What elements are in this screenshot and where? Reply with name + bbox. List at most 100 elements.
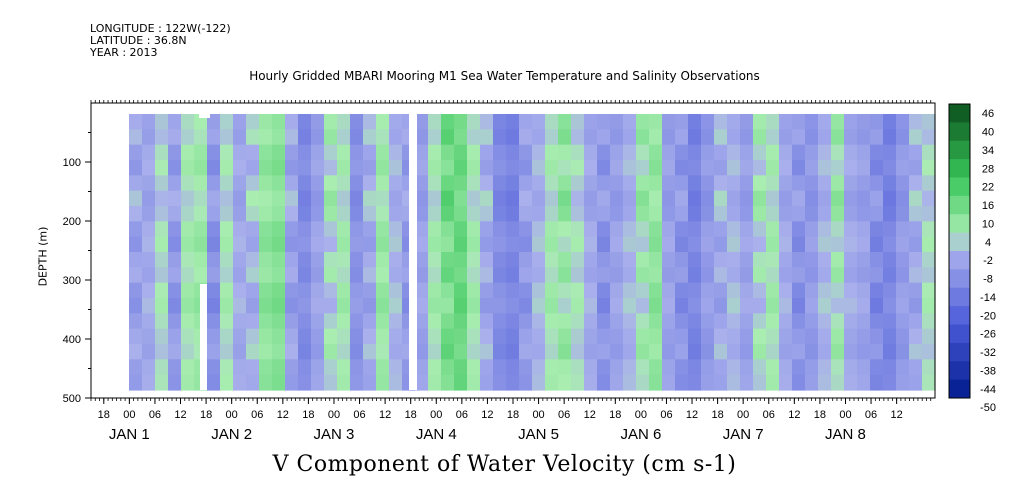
- heatmap-cell: [584, 252, 598, 268]
- heatmap-cell: [701, 328, 715, 345]
- heatmap-cell: [831, 221, 845, 238]
- heatmap-cell: [818, 282, 832, 299]
- heatmap-cell: [454, 374, 468, 391]
- heatmap-cell: [545, 282, 559, 299]
- heatmap-cell: [285, 298, 299, 314]
- heatmap-cell: [506, 267, 520, 284]
- heatmap-cell: [545, 267, 559, 284]
- heatmap-cell: [701, 298, 715, 314]
- heatmap-cell: [753, 328, 767, 345]
- heatmap-cell: [532, 206, 546, 222]
- heatmap-cell: [649, 282, 663, 299]
- heatmap-cell: [428, 160, 442, 176]
- heatmap-cell: [883, 267, 897, 284]
- heatmap-cell: [909, 236, 923, 253]
- y-tick-label: 300: [63, 275, 81, 287]
- heatmap-cell: [207, 129, 221, 146]
- heatmap-cell: [259, 129, 273, 146]
- heatmap-cell: [584, 114, 598, 130]
- heatmap-cell: [285, 175, 299, 192]
- heatmap-cell: [792, 236, 806, 253]
- heatmap-cell: [870, 267, 884, 284]
- heatmap-cell: [675, 267, 689, 284]
- heatmap-cell: [922, 344, 936, 360]
- heatmap-cell: [818, 252, 832, 268]
- heatmap-cell: [350, 160, 364, 176]
- heatmap-cell: [415, 175, 429, 192]
- colorbar-frame: [948, 103, 971, 399]
- heatmap-cell: [597, 236, 611, 253]
- heatmap-cell: [662, 374, 676, 391]
- heatmap-cell: [441, 344, 455, 360]
- colorbar-swatch: [949, 214, 970, 234]
- heatmap-cell: [142, 236, 156, 253]
- heatmap-cell: [714, 221, 728, 238]
- heatmap-cell: [558, 129, 572, 146]
- x-tick-label: 18: [711, 409, 723, 421]
- heatmap-cell: [883, 344, 897, 360]
- heatmap-cell: [207, 206, 221, 222]
- heatmap-cell: [259, 359, 273, 376]
- heatmap-cell: [844, 175, 858, 192]
- heatmap-cell: [142, 344, 156, 360]
- heatmap-cell: [558, 190, 572, 207]
- heatmap-cell: [896, 236, 910, 253]
- heatmap-cell: [805, 175, 819, 192]
- heatmap-cell: [896, 328, 910, 345]
- heatmap-cell: [181, 298, 195, 314]
- heatmap-cell: [805, 206, 819, 222]
- heatmap-cell: [636, 298, 650, 314]
- colorbar-tick-label: -38: [980, 365, 996, 377]
- heatmap-cell: [766, 236, 780, 253]
- heatmap-cell: [324, 221, 338, 238]
- heatmap-cell: [311, 160, 325, 176]
- heatmap-cell: [129, 313, 143, 330]
- heatmap-cell: [753, 313, 767, 330]
- heatmap-cell: [376, 160, 390, 176]
- heatmap-cell: [688, 129, 702, 146]
- x-tick-label: 06: [763, 409, 775, 421]
- heatmap-cell: [597, 359, 611, 376]
- heatmap-cell: [909, 313, 923, 330]
- heatmap-cell: [246, 221, 260, 238]
- heatmap-cell: [129, 144, 143, 161]
- heatmap-cell: [350, 282, 364, 299]
- heatmap-cell: [792, 298, 806, 314]
- heatmap-cell: [337, 129, 351, 146]
- heatmap-cell: [389, 129, 403, 146]
- heatmap-cell: [727, 282, 741, 299]
- heatmap-cell: [519, 313, 533, 330]
- y-axis-label: DEPTH (m): [36, 226, 50, 287]
- heatmap-cell: [246, 144, 260, 161]
- heatmap-cell: [168, 267, 182, 284]
- heatmap-cell: [285, 144, 299, 161]
- heatmap-cell: [766, 114, 780, 130]
- heatmap-cell: [662, 144, 676, 161]
- heatmap-cell: [532, 359, 546, 376]
- colorbar: 46 40 34 28 22 16 10 4 -2 -8 -14 -20 -26 -32 -38 -44 -50: [948, 103, 996, 414]
- heatmap-cell: [493, 144, 507, 161]
- heatmap-cell: [506, 175, 520, 192]
- gap-column: [409, 114, 417, 390]
- heatmap-cell: [467, 221, 481, 238]
- heatmap-cell: [636, 190, 650, 207]
- heatmap-cell: [350, 374, 364, 391]
- heatmap-cell: [636, 114, 650, 130]
- heatmap-cell: [610, 144, 624, 161]
- heatmap-cell: [844, 344, 858, 360]
- heatmap-cell: [233, 359, 247, 376]
- heatmap-cell: [415, 298, 429, 314]
- heatmap-cell: [467, 344, 481, 360]
- colorbar-tick-label: 28: [982, 163, 994, 175]
- heatmap-cell: [142, 160, 156, 176]
- heatmap-cell: [311, 114, 325, 130]
- heatmap-cell: [870, 190, 884, 207]
- heatmap-cell: [584, 129, 598, 146]
- heatmap-cell: [506, 160, 520, 176]
- heatmap-cell: [441, 298, 455, 314]
- heatmap-cell: [818, 328, 832, 345]
- heatmap-cell: [558, 359, 572, 376]
- heatmap-cell: [714, 206, 728, 222]
- heatmap-cell: [246, 374, 260, 391]
- heatmap-cell: [844, 160, 858, 176]
